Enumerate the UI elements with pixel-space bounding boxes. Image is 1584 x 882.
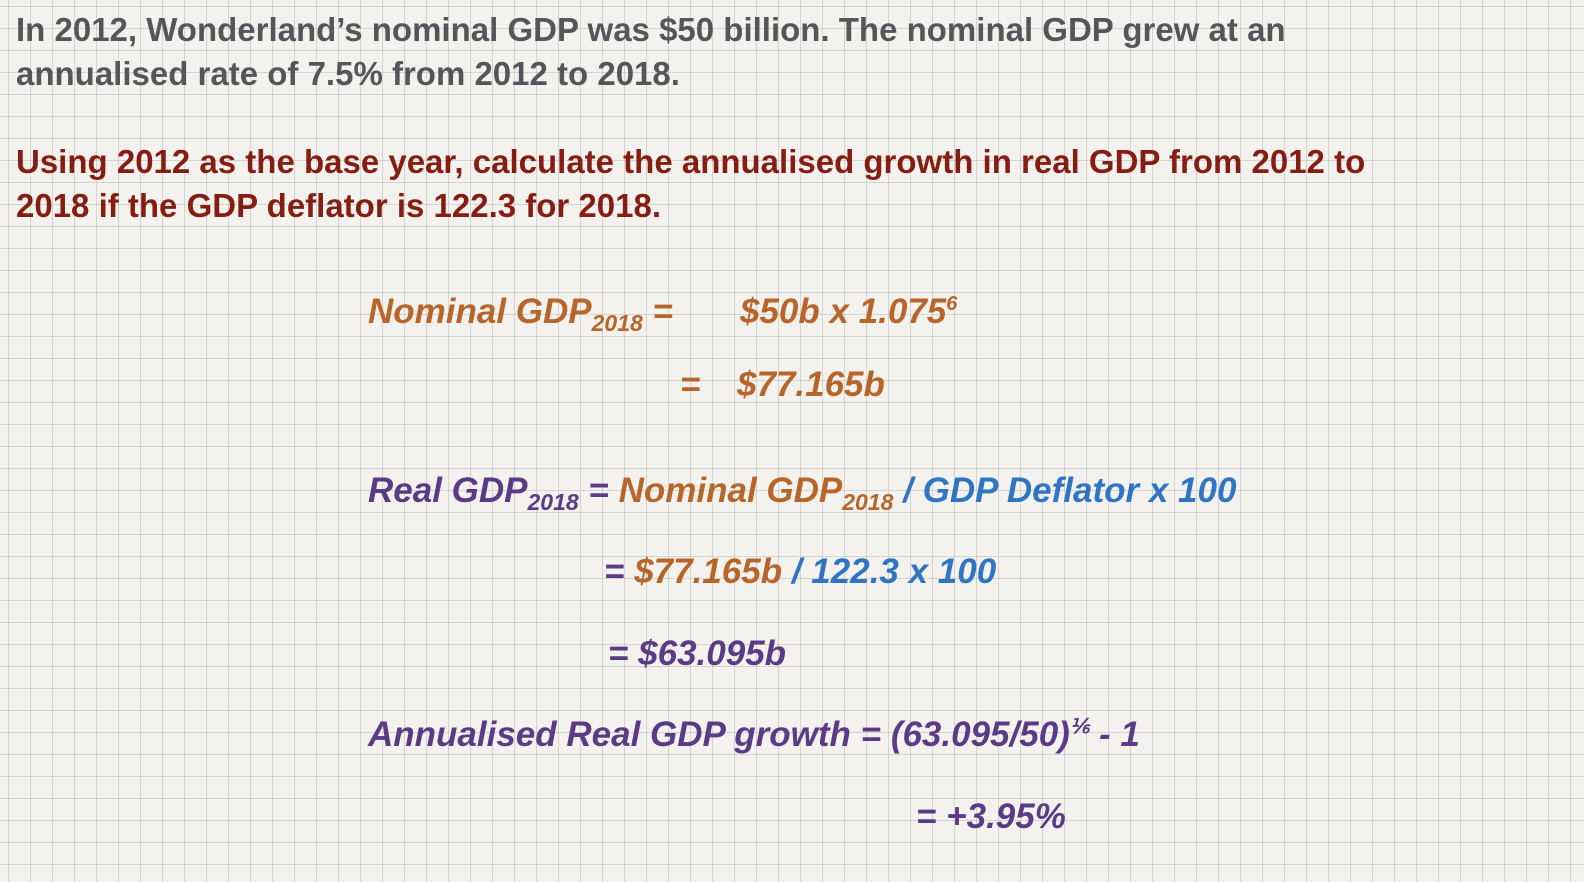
real-gdp-subscript: 2018 bbox=[527, 489, 579, 515]
real-gdp-equals: = bbox=[588, 471, 609, 510]
growth-tail: - 1 bbox=[1089, 715, 1140, 754]
real-gdp-result: = $63.095b bbox=[608, 634, 787, 673]
real-line2-equals: = bbox=[604, 552, 625, 591]
nominal-gdp-expr: $50b x 1.075 bbox=[740, 292, 947, 331]
real-gdp-line-2: = $77.165b / 122.3 x 100 bbox=[604, 550, 996, 594]
question-text: In 2012, Wonderland’s nominal GDP was $5… bbox=[16, 8, 1286, 96]
real-divide: / bbox=[903, 471, 913, 510]
task-line-2: 2018 if the GDP deflator is 122.3 for 20… bbox=[16, 187, 662, 224]
nominal-gdp-equals: = bbox=[642, 292, 673, 331]
task-text: Using 2012 as the base year, calculate t… bbox=[16, 140, 1365, 228]
nominal-gdp-expression: $50b x 1.0756 bbox=[740, 290, 957, 339]
real-gdp-label: Real GDP bbox=[368, 471, 528, 510]
nominal-gdp-label: Nominal GDP bbox=[368, 292, 592, 331]
real-gdp-formula: Real GDP2018 = Nominal GDP2018 / GDP Def… bbox=[368, 469, 1236, 516]
nominal-gdp-subscript: 2018 bbox=[591, 310, 643, 336]
question-line-1: In 2012, Wonderland’s nominal GDP was $5… bbox=[16, 11, 1286, 48]
growth-label: Annualised Real GDP growth = (63.095/50) bbox=[368, 715, 1070, 754]
nominal-gdp-exponent: 6 bbox=[946, 293, 958, 315]
real-line2-rest: 122.3 x 100 bbox=[811, 552, 997, 591]
nominal-gdp-formula: Nominal GDP2018 = bbox=[368, 290, 673, 337]
real-deflator: GDP Deflator x 100 bbox=[922, 471, 1237, 510]
nominal-gdp-result: $77.165b bbox=[737, 365, 885, 404]
growth-formula: Annualised Real GDP growth = (63.095/50)… bbox=[368, 713, 1140, 762]
growth-result: = +3.95% bbox=[916, 797, 1066, 836]
real-line2-value: $77.165b bbox=[634, 552, 783, 591]
real-nominal-label: Nominal GDP bbox=[618, 471, 843, 510]
growth-exponent: ⅙ bbox=[1069, 716, 1090, 738]
real-line2-divide: / bbox=[791, 552, 802, 591]
nominal-gdp-equals-2: = bbox=[680, 365, 701, 404]
question-line-2: annualised rate of 7.5% from 2012 to 201… bbox=[16, 55, 680, 92]
real-nominal-subscript: 2018 bbox=[842, 489, 894, 515]
task-line-1: Using 2012 as the base year, calculate t… bbox=[16, 143, 1366, 180]
